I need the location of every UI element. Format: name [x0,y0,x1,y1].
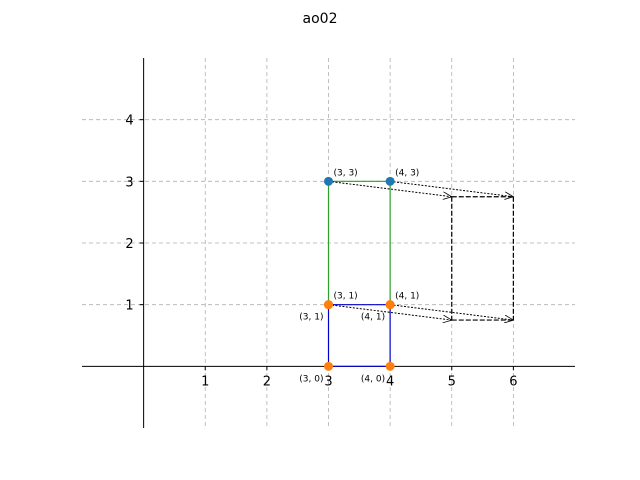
data-points [324,176,395,371]
polygon-edges [327,180,514,367]
point-label: (4, 1) [395,292,419,302]
point-labels: (3, 3) (4, 3) (3, 1) (4, 1) (3, 1) (4, 1) (3, … [299,168,419,384]
y-tick-label: 2 [125,237,133,252]
point-label: (3, 1) [299,313,323,323]
point-label: (4, 0) [361,374,385,384]
x-tick-label: 1 [201,374,209,389]
y-tick-label: 1 [125,299,133,314]
y-tick-label: 4 [125,114,133,129]
point-label: (3, 1) [334,292,358,302]
chart-title: ao02 [303,11,338,27]
data-point [385,361,395,371]
data-point [385,176,395,186]
y-tick-label: 3 [125,175,133,190]
data-point [324,176,333,186]
point-label: (3, 0) [299,374,323,384]
data-point [324,361,333,371]
point-label: (4, 3) [395,168,419,178]
x-tick-label: 5 [448,374,456,389]
x-tick-label: 2 [263,374,271,389]
data-point [324,300,333,310]
data-point [385,300,395,310]
x-tick-label: 3 [324,374,332,389]
point-label: (4, 1) [361,313,385,323]
x-tick-label: 4 [386,374,394,389]
x-tick-label: 6 [509,374,517,389]
point-label: (3, 3) [334,168,358,178]
tick-labels: 1 2 3 4 5 6 1 2 3 4 [125,114,517,390]
